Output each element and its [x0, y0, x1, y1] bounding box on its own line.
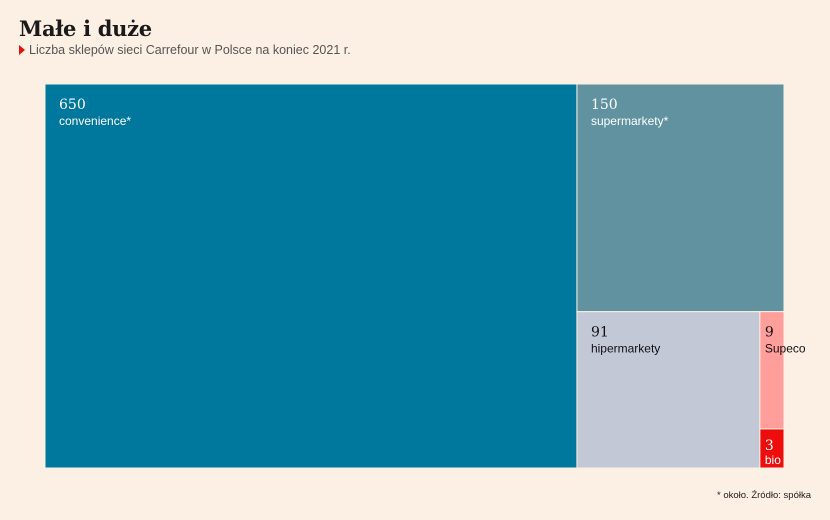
category-label-supermarkety: supermarkety*	[591, 114, 669, 128]
subtitle-text: Liczba sklepów sieci Carrefour w Polsce …	[29, 43, 351, 57]
category-label-supeco: Supeco	[765, 342, 806, 356]
chart-title: Małe i duże	[19, 16, 152, 41]
value-label-bio: 3	[765, 438, 774, 454]
category-label-bio: bio	[765, 453, 781, 467]
chart-subtitle: Liczba sklepów sieci Carrefour w Polsce …	[19, 43, 351, 57]
source-footnote: * około. Źródło: spółka	[717, 490, 811, 501]
treemap-rect-hipermarkety	[576, 311, 761, 469]
treemap-rect-supermarkety	[576, 83, 785, 313]
treemap-rect-supeco	[759, 311, 785, 430]
value-label-hipermarkety: 91	[591, 325, 609, 341]
value-label-supermarkety: 150	[591, 97, 618, 113]
category-label-hipermarkety: hipermarkety	[591, 342, 660, 356]
treemap-rect-convenience	[44, 83, 578, 469]
value-label-supeco: 9	[765, 325, 774, 341]
treemap-rect-bio	[759, 428, 785, 469]
value-label-convenience: 650	[59, 97, 86, 113]
triangle-marker-icon	[19, 45, 25, 55]
category-label-convenience: convenience*	[59, 114, 131, 128]
